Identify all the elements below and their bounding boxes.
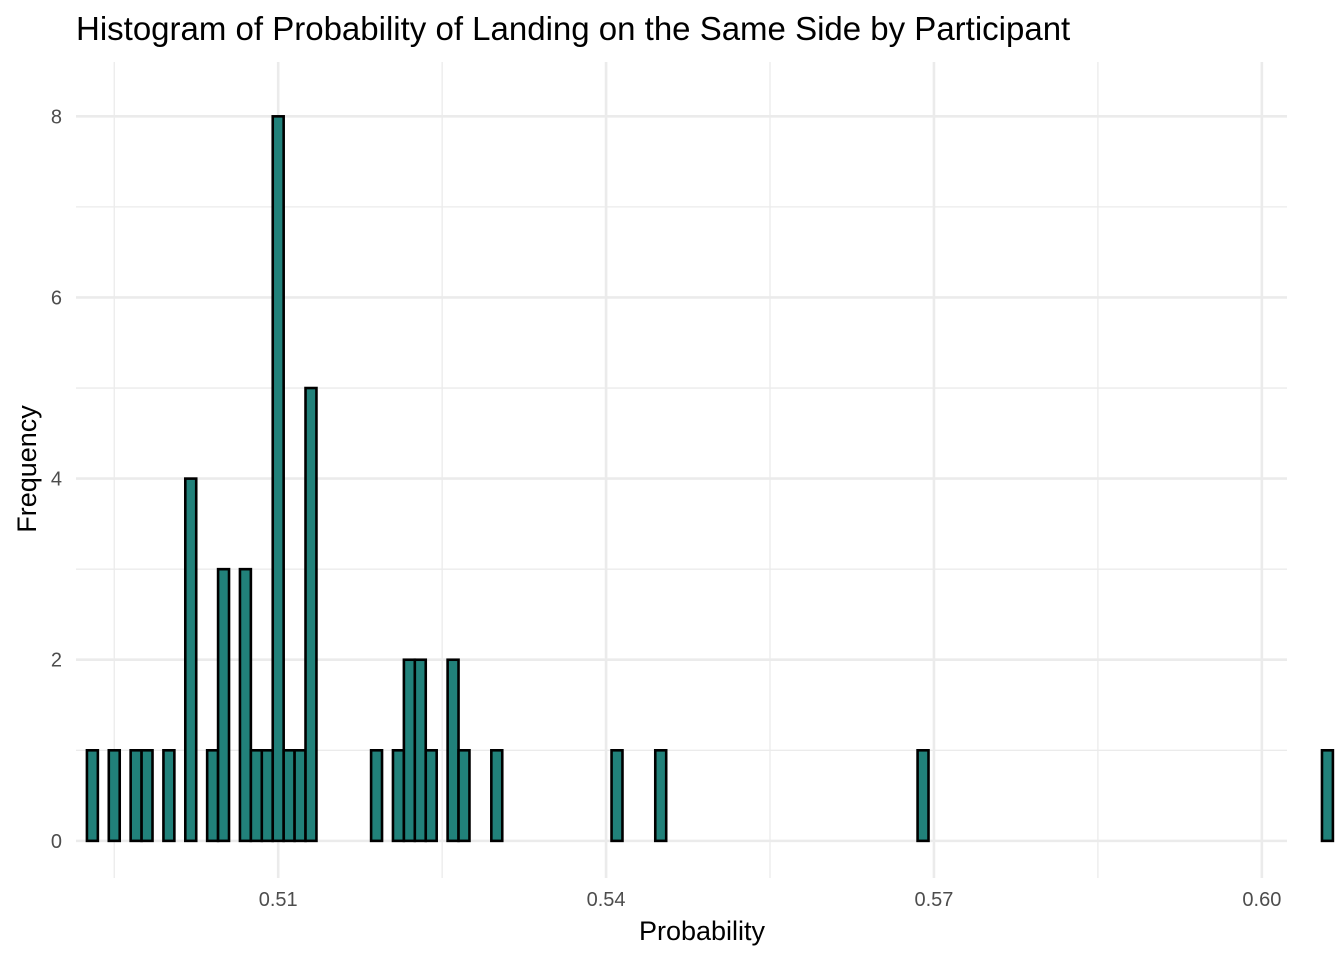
histogram-bar — [249, 749, 264, 843]
histogram-bar — [107, 749, 122, 843]
histogram-bar — [424, 749, 438, 843]
chart-title: Histogram of Probability of Landing on t… — [76, 10, 1070, 47]
histogram-bar — [610, 749, 624, 843]
y-axis-tick-labels: 0 2 4 6 8 — [51, 106, 62, 853]
x-axis-title: Probability — [639, 916, 766, 946]
y-tick-label: 8 — [51, 106, 62, 128]
histogram-bar — [140, 749, 154, 843]
minor-x-gridlines — [113, 62, 1099, 878]
histogram-bar — [260, 749, 275, 843]
histogram-bar — [271, 115, 285, 843]
y-tick-label: 0 — [51, 831, 62, 853]
histogram-bar — [446, 658, 460, 843]
x-tick-label: 0.60 — [1242, 889, 1281, 911]
histogram-bar — [129, 749, 143, 843]
major-y-gridlines — [76, 115, 1287, 843]
y-tick-label: 4 — [51, 469, 62, 491]
histogram-bars — [85, 115, 1335, 843]
histogram-bar — [391, 749, 406, 843]
x-axis-tick-labels: 0.51 0.54 0.57 0.60 — [259, 889, 1282, 911]
histogram-bar — [85, 749, 100, 843]
x-tick-label: 0.51 — [259, 889, 298, 911]
histogram-bar — [162, 749, 176, 843]
y-axis-title: Frequency — [12, 405, 42, 533]
histogram-bar — [216, 567, 231, 843]
histogram-bar — [369, 749, 384, 843]
histogram-bar — [653, 749, 668, 843]
y-tick-label: 2 — [51, 650, 62, 672]
histogram-bar — [490, 749, 504, 843]
histogram-bar — [402, 658, 417, 843]
histogram-bar — [238, 567, 253, 843]
histogram-bar — [916, 749, 930, 843]
histogram-bar — [282, 749, 296, 843]
histogram-bar — [205, 749, 220, 843]
histogram-bar — [457, 749, 471, 843]
y-tick-label: 6 — [51, 287, 62, 309]
x-tick-label: 0.54 — [587, 889, 626, 911]
histogram-bar — [293, 749, 307, 843]
x-tick-label: 0.57 — [915, 889, 954, 911]
histogram-bar — [304, 386, 318, 843]
histogram-bar — [183, 477, 198, 843]
histogram-bar — [1320, 749, 1335, 843]
histogram-bar — [413, 658, 428, 843]
